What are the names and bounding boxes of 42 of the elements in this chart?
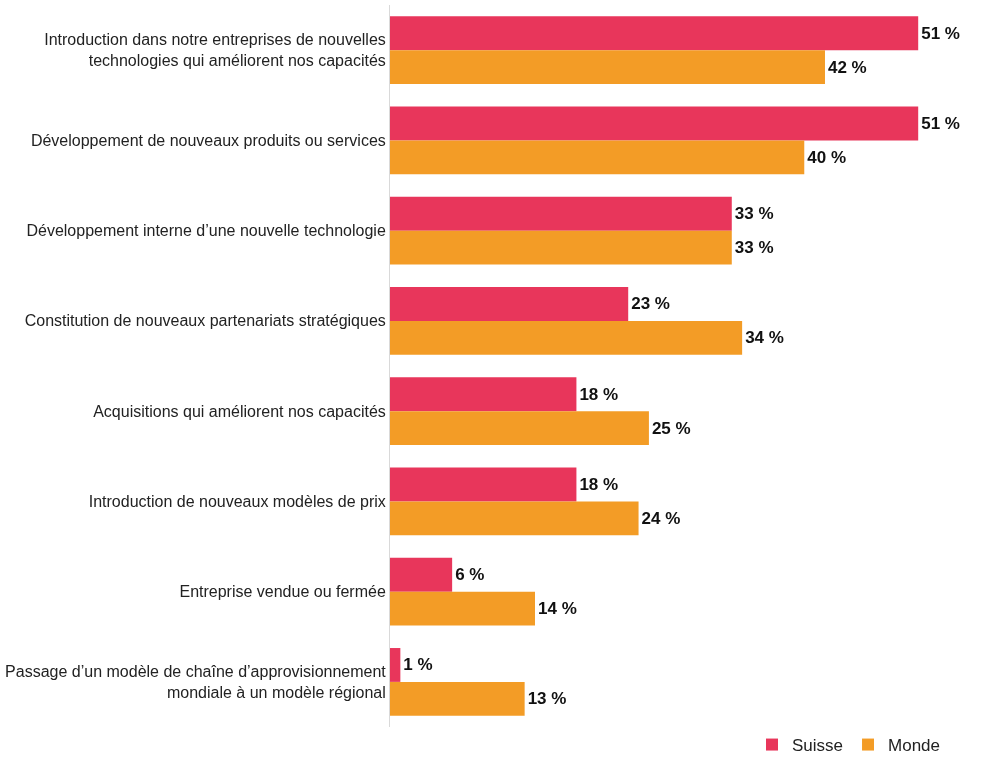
bar: [390, 16, 919, 51]
data-label: 6 %: [455, 565, 485, 585]
bar: [390, 377, 577, 412]
data-label: 33 %: [734, 238, 774, 258]
bar: [390, 591, 535, 626]
data-label: 40 %: [807, 147, 847, 167]
bar: [390, 230, 732, 265]
bar: [390, 467, 577, 502]
y-tick-label: Passage d’un modèle de chaîne d’approvisionnement mondiale à un modèle régional: [5, 663, 387, 701]
y-tick-label: Entreprise vendue ou fermée: [179, 583, 386, 601]
bar: [390, 50, 825, 84]
data-label: 24 %: [641, 508, 681, 528]
bar: [390, 557, 453, 592]
data-label: 51 %: [921, 23, 960, 43]
bar: [390, 106, 919, 141]
y-tick-label: Introduction de nouveaux modèles de prix: [88, 492, 386, 510]
data-label: 33 %: [734, 204, 774, 224]
legend-label: Monde: [888, 736, 941, 756]
data-label: 34 %: [745, 328, 784, 348]
data-label: 25 %: [651, 418, 691, 438]
data-label: 23 %: [631, 294, 670, 314]
bar: [390, 501, 639, 536]
bar: [390, 287, 629, 321]
data-label: 42 %: [827, 57, 867, 77]
y-tick-label: Développement de nouveaux produits ou services: [30, 131, 386, 149]
bar: [390, 681, 525, 716]
y-tick-label: Introduction dans notre entreprises de nouvelles technologies qui améliorent nos capacités: [44, 31, 386, 70]
bar: [390, 140, 805, 175]
bar: [390, 320, 743, 355]
data-label: 51 %: [921, 113, 960, 133]
data-label: 1 %: [403, 655, 433, 675]
bar: [390, 648, 401, 682]
y-tick-label: Constitution de nouveaux partenariats stratégiques: [24, 312, 386, 330]
bar: [390, 196, 732, 231]
data-label: 18 %: [579, 474, 619, 494]
data-label: 13 %: [527, 689, 567, 709]
y-tick-label: Acquisitions qui améliorent nos capacités: [93, 402, 386, 420]
legend-label: Suisse: [792, 736, 844, 756]
data-label: 14 %: [538, 599, 577, 619]
bar: [390, 411, 649, 445]
data-label: 18 %: [579, 384, 619, 404]
y-tick-label: Développement interne d’une nouvelle technologie: [26, 222, 386, 240]
